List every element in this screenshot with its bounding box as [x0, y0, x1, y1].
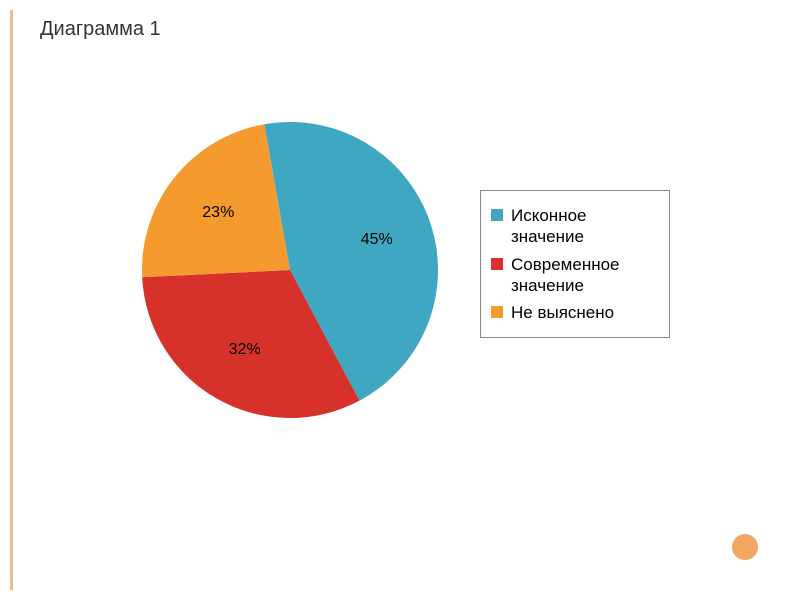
- legend-label: Современное значение: [511, 254, 659, 297]
- legend-label: Не выяснено: [511, 302, 614, 323]
- legend-swatch: [491, 209, 503, 221]
- pie-slice-label: 23%: [202, 204, 234, 222]
- pie-slice-label: 45%: [361, 231, 393, 249]
- legend-swatch: [491, 306, 503, 318]
- pie-slice-label: 32%: [229, 341, 261, 359]
- chart-title: Диаграмма 1: [40, 18, 161, 41]
- pie-slice: [142, 124, 290, 277]
- legend-swatch: [491, 258, 503, 270]
- pie-chart: 45% 32% 23%: [140, 120, 440, 420]
- pie-svg: [140, 120, 440, 420]
- legend: Исконное значение Современное значение Не …: [480, 190, 670, 338]
- accent-dot-icon: [732, 534, 758, 560]
- legend-item: Современное значение: [491, 254, 659, 297]
- legend-item: Исконное значение: [491, 205, 659, 248]
- legend-item: Не выяснено: [491, 302, 659, 323]
- legend-label: Исконное значение: [511, 205, 659, 248]
